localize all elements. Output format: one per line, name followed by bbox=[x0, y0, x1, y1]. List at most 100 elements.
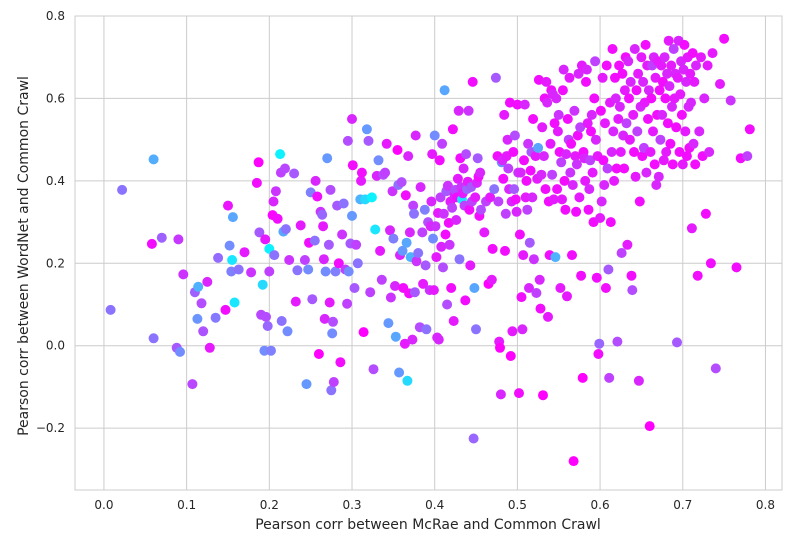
scatter-point bbox=[541, 76, 552, 87]
scatter-point bbox=[358, 327, 369, 338]
scatter-point bbox=[399, 338, 410, 349]
scatter-point bbox=[437, 138, 448, 149]
scatter-point bbox=[519, 155, 529, 166]
scatter-point bbox=[551, 93, 562, 104]
scatter-point bbox=[666, 60, 677, 71]
grid bbox=[75, 15, 782, 490]
scatter-point bbox=[626, 270, 637, 281]
scatter-point bbox=[525, 165, 536, 176]
scatter-point bbox=[600, 283, 611, 293]
scatter-point bbox=[555, 283, 566, 293]
scatter-point bbox=[664, 81, 675, 92]
scatter-point bbox=[438, 262, 448, 273]
scatter-point bbox=[625, 76, 636, 87]
scatter-point bbox=[413, 248, 424, 258]
scatter-point bbox=[692, 270, 703, 281]
scatter-point bbox=[614, 60, 625, 71]
scatter-point bbox=[193, 281, 204, 292]
scatter-point bbox=[694, 126, 705, 137]
x-tick-label: 0.3 bbox=[342, 498, 361, 512]
scatter-point bbox=[322, 153, 333, 164]
scatter-point bbox=[365, 287, 376, 298]
scatter-point bbox=[257, 279, 268, 290]
scatter-point bbox=[204, 342, 215, 353]
scatter-point bbox=[505, 351, 516, 361]
scatter-point bbox=[686, 223, 697, 234]
scatter-point bbox=[229, 297, 240, 308]
scatter-point bbox=[434, 155, 445, 166]
scatter-point bbox=[178, 269, 189, 280]
scatter-point bbox=[663, 35, 674, 46]
scatter-point bbox=[233, 264, 244, 275]
scatter-point bbox=[403, 151, 414, 162]
scatter-point bbox=[400, 190, 411, 201]
scatter-point bbox=[687, 48, 698, 59]
scatter-point bbox=[173, 234, 184, 245]
scatter-point bbox=[394, 367, 405, 378]
scatter-point bbox=[527, 192, 538, 203]
scatter-point bbox=[272, 213, 283, 224]
scatter-point bbox=[187, 379, 198, 390]
scatter-point bbox=[467, 76, 478, 87]
scatter-point bbox=[409, 208, 419, 219]
scatter-point bbox=[569, 105, 580, 116]
scatter-point bbox=[658, 155, 669, 166]
scatter-point bbox=[446, 283, 457, 293]
scatter-point bbox=[363, 135, 374, 146]
scatter-point bbox=[419, 204, 430, 215]
scatter-point bbox=[213, 252, 224, 263]
scatter-point bbox=[426, 196, 437, 207]
x-tick-label: 0.6 bbox=[591, 498, 610, 512]
scatter-point bbox=[715, 79, 725, 89]
scatter-point bbox=[499, 109, 510, 120]
scatter-point bbox=[210, 312, 221, 323]
scatter-point bbox=[572, 130, 583, 141]
scatter-point bbox=[337, 229, 348, 240]
scatter-point bbox=[448, 316, 459, 326]
scatter-point bbox=[719, 33, 730, 44]
scatter-point bbox=[596, 196, 607, 207]
scatter-point bbox=[553, 109, 564, 120]
scatter-point bbox=[479, 227, 490, 238]
scatter-point bbox=[485, 192, 496, 203]
scatter-point bbox=[672, 72, 683, 83]
scatter-point bbox=[549, 118, 560, 129]
scatter-point bbox=[589, 93, 600, 104]
scatter-point bbox=[583, 204, 594, 215]
scatter-point bbox=[725, 95, 736, 106]
scatter-point bbox=[408, 200, 419, 211]
scatter-point bbox=[696, 52, 706, 63]
scatter-point bbox=[616, 248, 627, 258]
scatter-point bbox=[509, 184, 520, 195]
scatter-point bbox=[227, 255, 238, 265]
scatter-point bbox=[686, 97, 696, 108]
scatter-point bbox=[465, 260, 476, 271]
scatter-point bbox=[375, 245, 386, 256]
scatter-point bbox=[704, 147, 715, 157]
scatter-point bbox=[742, 151, 753, 162]
scatter-point bbox=[621, 118, 632, 129]
scatter-point bbox=[254, 227, 265, 238]
scatter-point bbox=[668, 44, 679, 54]
scatter-point bbox=[604, 372, 615, 383]
scatter-point bbox=[390, 331, 401, 342]
scatter-point bbox=[609, 175, 620, 186]
scatter-point bbox=[691, 60, 701, 71]
scatter-point bbox=[667, 101, 677, 112]
scatter-point bbox=[662, 68, 673, 79]
scatter-point bbox=[328, 377, 339, 387]
scatter-point bbox=[510, 194, 521, 205]
scatter-point bbox=[495, 342, 505, 353]
scatter-point bbox=[175, 346, 185, 357]
scatter-point bbox=[573, 68, 584, 79]
scatter-point bbox=[535, 303, 546, 314]
scatter-point bbox=[627, 285, 638, 296]
scatter-point bbox=[633, 68, 644, 79]
scatter-point bbox=[744, 124, 755, 135]
y-tick-label: 0.8 bbox=[46, 9, 65, 23]
scatter-point bbox=[269, 250, 280, 261]
scatter-point bbox=[591, 272, 602, 283]
scatter-point bbox=[674, 147, 685, 157]
scatter-point bbox=[351, 239, 362, 250]
scatter-point bbox=[679, 39, 690, 50]
